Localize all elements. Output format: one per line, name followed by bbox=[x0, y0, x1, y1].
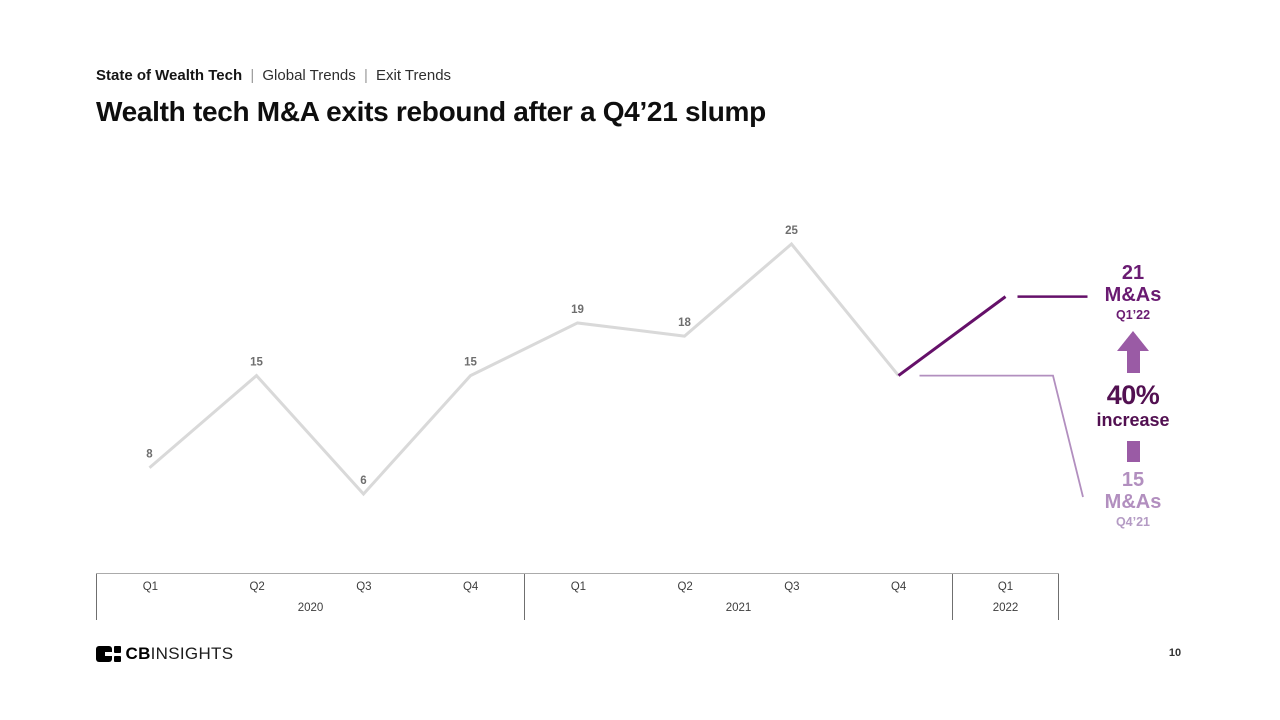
q421-unit: M&As bbox=[1104, 491, 1162, 513]
quarter-tick-label: Q1 bbox=[142, 581, 159, 593]
year-group-2021: Q1 Q2 Q3 Q4 2021 bbox=[524, 574, 952, 620]
x-axis: Q1 Q2 Q3 Q4 2020 Q1 Q2 Q3 Q4 2021 Q1 2022 bbox=[96, 573, 1059, 620]
point-label: 6 bbox=[360, 475, 366, 487]
annotation-column: 21 M&As Q1’22 40% increase 15 M&As Q4’21 bbox=[1083, 262, 1183, 529]
quarter-tick-label: Q2 bbox=[249, 581, 265, 593]
point-label: 15 bbox=[250, 357, 263, 369]
cbinsights-logo-text: CBINSIGHTS bbox=[125, 644, 234, 663]
q421-value: 15 bbox=[1121, 469, 1145, 491]
quarter-tick-label: Q1 bbox=[997, 581, 1014, 593]
breadcrumb-item-exit-trends: Exit Trends bbox=[376, 67, 452, 84]
year-tick-label: 2020 bbox=[297, 602, 324, 614]
year-group-2020: Q1 Q2 Q3 Q4 2020 bbox=[96, 574, 524, 620]
page-number: 10 bbox=[1168, 647, 1182, 659]
breadcrumb: State of Wealth Tech | Global Trends | E… bbox=[96, 67, 451, 84]
breadcrumb-separator: | bbox=[363, 67, 368, 84]
annotation-q421: 15 M&As Q4’21 bbox=[1105, 469, 1162, 529]
percent-increase: 40% bbox=[1106, 380, 1160, 410]
percent-increase-label: increase bbox=[1096, 410, 1170, 430]
history-line bbox=[148, 241, 900, 497]
quarter-tick-label: Q4 bbox=[462, 581, 479, 593]
quarter-tick-label: Q1 bbox=[570, 581, 587, 593]
year-tick-label: 2021 bbox=[725, 602, 752, 614]
cbinsights-logo: CBINSIGHTS bbox=[96, 644, 233, 664]
q122-unit: M&As bbox=[1104, 284, 1162, 306]
point-label: 15 bbox=[464, 357, 477, 369]
leader-line-q421 bbox=[919, 374, 1084, 498]
point-label: 8 bbox=[146, 449, 153, 461]
year-tick-label: 2022 bbox=[992, 602, 1019, 614]
quarter-tick-label: Q4 bbox=[890, 581, 907, 593]
q421-period: Q4’21 bbox=[1115, 515, 1151, 529]
breadcrumb-primary: State of Wealth Tech bbox=[96, 67, 243, 84]
arrow-up-stem bbox=[1126, 351, 1140, 373]
cbinsights-logo-icon bbox=[96, 646, 121, 662]
quarter-tick-label: Q3 bbox=[784, 581, 800, 593]
arrow-tail-icon bbox=[1126, 441, 1140, 462]
point-label: 18 bbox=[678, 317, 691, 329]
quarter-tick-label: Q2 bbox=[677, 581, 693, 593]
arrow-up-icon bbox=[1117, 331, 1149, 351]
highlight-segment bbox=[897, 295, 1007, 377]
q122-value: 21 bbox=[1121, 262, 1145, 284]
breadcrumb-item-global-trends: Global Trends bbox=[262, 67, 356, 84]
year-group-2022: Q1 2022 bbox=[952, 574, 1059, 620]
point-label: 19 bbox=[571, 304, 584, 316]
breadcrumb-separator: | bbox=[250, 67, 255, 84]
page-title: Wealth tech M&A exits rebound after a Q4… bbox=[96, 96, 766, 127]
quarter-tick-label: Q3 bbox=[356, 581, 372, 593]
q122-period: Q1’22 bbox=[1115, 308, 1151, 322]
point-label: 25 bbox=[785, 225, 798, 237]
